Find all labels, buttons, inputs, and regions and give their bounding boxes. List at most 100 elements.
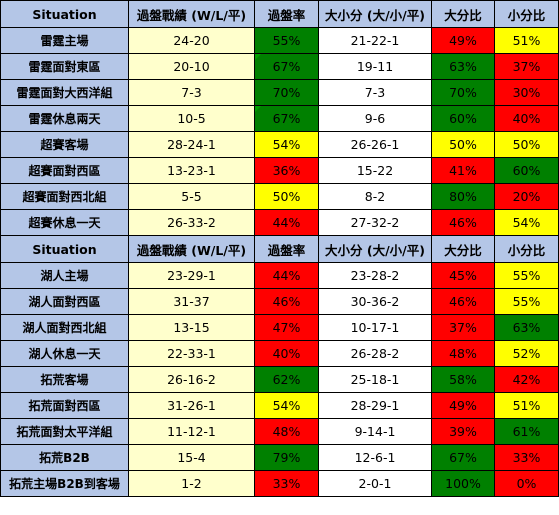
over-pct-cell: 50% — [431, 131, 495, 158]
header-ou-record: 大小分 (大/小/平) — [318, 235, 432, 263]
header-situation: Situation — [0, 235, 129, 263]
under-pct-cell: 54% — [494, 209, 559, 236]
header-ats-record: 過盤戰績 (W/L/平) — [128, 0, 255, 28]
situation-cell: 超賽客場 — [0, 131, 129, 158]
cover-rate-cell: 70% — [254, 79, 319, 106]
ats-record-cell: 13-15 — [128, 314, 255, 341]
cover-rate-cell: 50% — [254, 183, 319, 210]
under-pct-cell: 55% — [494, 288, 559, 315]
cover-rate-cell: 40% — [254, 340, 319, 367]
over-pct-cell: 41% — [431, 157, 495, 184]
situation-cell: 雷霆面對大西洋組 — [0, 79, 129, 106]
table-row: 雷霆面對東區 20-10 67% 19-11 63% 37% — [0, 53, 559, 80]
table-row: 湖人面對西北組 13-15 47% 10-17-1 37% 63% — [0, 314, 559, 341]
header-situation: Situation — [0, 0, 129, 28]
cover-rate-cell: 47% — [254, 314, 319, 341]
ats-record-cell: 26-33-2 — [128, 209, 255, 236]
cover-rate-cell: 55% — [254, 27, 319, 54]
ou-record-cell: 7-3 — [318, 79, 432, 106]
under-pct-cell: 51% — [494, 27, 559, 54]
cover-rate-cell: 33% — [254, 470, 319, 497]
header-over-pct: 大分比 — [431, 0, 495, 28]
over-pct-cell: 60% — [431, 105, 495, 132]
ats-record-cell: 13-23-1 — [128, 157, 255, 184]
table-row: 湖人面對西區 31-37 46% 30-36-2 46% 55% — [0, 288, 559, 315]
under-pct-cell: 50% — [494, 131, 559, 158]
over-pct-cell: 49% — [431, 27, 495, 54]
ats-record-cell: 15-4 — [128, 444, 255, 471]
table-row: 超賽面對西北組 5-5 50% 8-2 80% 20% — [0, 183, 559, 210]
table-row: 拓荒面對太平洋組 11-12-1 48% 9-14-1 39% 61% — [0, 418, 559, 445]
situation-cell: 湖人休息一天 — [0, 340, 129, 367]
over-pct-cell: 49% — [431, 392, 495, 419]
cover-rate-cell: 44% — [254, 209, 319, 236]
ats-record-cell: 31-37 — [128, 288, 255, 315]
over-pct-cell: 100% — [431, 470, 495, 497]
header-under-pct: 小分比 — [494, 0, 559, 28]
situation-cell: 拓荒面對西區 — [0, 392, 129, 419]
table-row: 超賽休息一天 26-33-2 44% 27-32-2 46% 54% — [0, 209, 559, 236]
ats-record-cell: 10-5 — [128, 105, 255, 132]
situation-cell: 超賽休息一天 — [0, 209, 129, 236]
ats-record-cell: 11-12-1 — [128, 418, 255, 445]
header-row: Situation 過盤戰績 (W/L/平) 過盤率 大小分 (大/小/平) 大分比 小分… — [0, 235, 559, 263]
table-row: 拓荒客場 26-16-2 62% 25-18-1 58% 42% — [0, 366, 559, 393]
situation-cell: 湖人面對西北組 — [0, 314, 129, 341]
under-pct-cell: 63% — [494, 314, 559, 341]
cover-rate-cell: 54% — [254, 392, 319, 419]
cover-rate-cell: 67% — [254, 53, 319, 80]
ou-record-cell: 10-17-1 — [318, 314, 432, 341]
situation-cell: 湖人主場 — [0, 262, 129, 289]
ou-record-cell: 15-22 — [318, 157, 432, 184]
ou-record-cell: 26-28-2 — [318, 340, 432, 367]
table-row: 拓荒面對西區 31-26-1 54% 28-29-1 49% 51% — [0, 392, 559, 419]
over-pct-cell: 63% — [431, 53, 495, 80]
under-pct-cell: 52% — [494, 340, 559, 367]
under-pct-cell: 0% — [494, 470, 559, 497]
situation-cell: 拓荒客場 — [0, 366, 129, 393]
header-cover-rate: 過盤率 — [254, 235, 319, 263]
ats-record-cell: 31-26-1 — [128, 392, 255, 419]
header-over-pct: 大分比 — [431, 235, 495, 263]
situation-cell: 雷霆主場 — [0, 27, 129, 54]
ou-record-cell: 21-22-1 — [318, 27, 432, 54]
under-pct-cell: 30% — [494, 79, 559, 106]
situation-cell: 超賽面對西北組 — [0, 183, 129, 210]
ats-record-cell: 26-16-2 — [128, 366, 255, 393]
ats-record-cell: 22-33-1 — [128, 340, 255, 367]
header-under-pct: 小分比 — [494, 235, 559, 263]
ats-record-cell: 23-29-1 — [128, 262, 255, 289]
over-pct-cell: 80% — [431, 183, 495, 210]
cover-rate-cell: 36% — [254, 157, 319, 184]
ats-record-cell: 28-24-1 — [128, 131, 255, 158]
over-pct-cell: 39% — [431, 418, 495, 445]
under-pct-cell: 20% — [494, 183, 559, 210]
table-row: 湖人主場 23-29-1 44% 23-28-2 45% 55% — [0, 262, 559, 289]
ou-record-cell: 27-32-2 — [318, 209, 432, 236]
cover-rate-cell: 46% — [254, 288, 319, 315]
under-pct-cell: 40% — [494, 105, 559, 132]
table-row: 拓荒主場B2B到客場 1-2 33% 2-0-1 100% 0% — [0, 470, 559, 497]
ats-record-cell: 20-10 — [128, 53, 255, 80]
table-row: 拓荒B2B 15-4 79% 12-6-1 67% 33% — [0, 444, 559, 471]
under-pct-cell: 61% — [494, 418, 559, 445]
over-pct-cell: 48% — [431, 340, 495, 367]
ou-record-cell: 9-14-1 — [318, 418, 432, 445]
situation-cell: 湖人面對西區 — [0, 288, 129, 315]
ou-record-cell: 2-0-1 — [318, 470, 432, 497]
ou-record-cell: 19-11 — [318, 53, 432, 80]
cover-rate-cell: 44% — [254, 262, 319, 289]
table-row: 雷霆主場 24-20 55% 21-22-1 49% 51% — [0, 27, 559, 54]
situation-cell: 拓荒主場B2B到客場 — [0, 470, 129, 497]
ou-record-cell: 25-18-1 — [318, 366, 432, 393]
under-pct-cell: 51% — [494, 392, 559, 419]
stats-table: Situation 過盤戰績 (W/L/平) 過盤率 大小分 (大/小/平) 大分比 小分… — [0, 0, 559, 497]
under-pct-cell: 42% — [494, 366, 559, 393]
situation-cell: 雷霆面對東區 — [0, 53, 129, 80]
cover-rate-cell: 79% — [254, 444, 319, 471]
over-pct-cell: 58% — [431, 366, 495, 393]
table-row: 雷霆休息兩天 10-5 67% 9-6 60% 40% — [0, 105, 559, 132]
ou-record-cell: 28-29-1 — [318, 392, 432, 419]
ou-record-cell: 9-6 — [318, 105, 432, 132]
over-pct-cell: 70% — [431, 79, 495, 106]
